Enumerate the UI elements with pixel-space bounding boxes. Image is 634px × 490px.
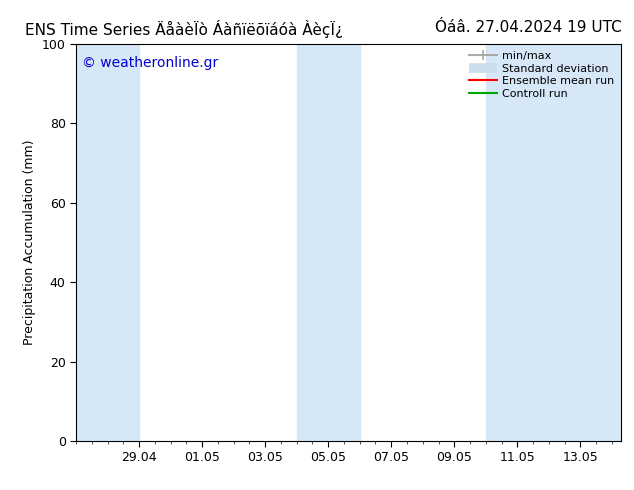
Text: ENS Time Series ÄåàèÏò Áàñïëõïáóà ÀèçÏ¿: ENS Time Series ÄåàèÏò Áàñïëõïáóà ÀèçÏ¿ bbox=[25, 20, 344, 38]
Y-axis label: Precipitation Accumulation (mm): Precipitation Accumulation (mm) bbox=[23, 140, 36, 345]
Bar bbox=[486, 44, 621, 441]
Bar bbox=[297, 44, 359, 441]
Text: © weatheronline.gr: © weatheronline.gr bbox=[82, 56, 218, 70]
Text: Óáâ. 27.04.2024 19 UTC: Óáâ. 27.04.2024 19 UTC bbox=[434, 20, 621, 35]
Bar bbox=[76, 44, 139, 441]
Legend: min/max, Standard deviation, Ensemble mean run, Controll run: min/max, Standard deviation, Ensemble me… bbox=[466, 48, 618, 102]
